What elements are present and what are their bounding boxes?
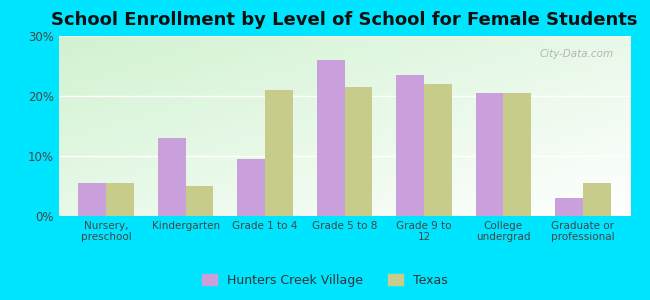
Bar bbox=[186, 186, 213, 216]
Legend: Hunters Creek Village, Texas: Hunters Creek Village, Texas bbox=[198, 270, 452, 291]
Bar bbox=[158, 138, 186, 216]
Bar bbox=[237, 159, 265, 216]
Bar bbox=[344, 87, 372, 216]
Bar bbox=[555, 198, 583, 216]
Title: School Enrollment by Level of School for Female Students: School Enrollment by Level of School for… bbox=[51, 11, 638, 29]
Bar bbox=[503, 93, 531, 216]
Bar bbox=[106, 183, 134, 216]
Bar bbox=[79, 183, 106, 216]
Bar bbox=[396, 75, 424, 216]
Bar bbox=[265, 90, 293, 216]
Bar bbox=[583, 183, 610, 216]
Bar bbox=[424, 84, 452, 216]
Bar bbox=[476, 93, 503, 216]
Bar bbox=[317, 60, 345, 216]
Text: City-Data.com: City-Data.com bbox=[540, 49, 614, 58]
